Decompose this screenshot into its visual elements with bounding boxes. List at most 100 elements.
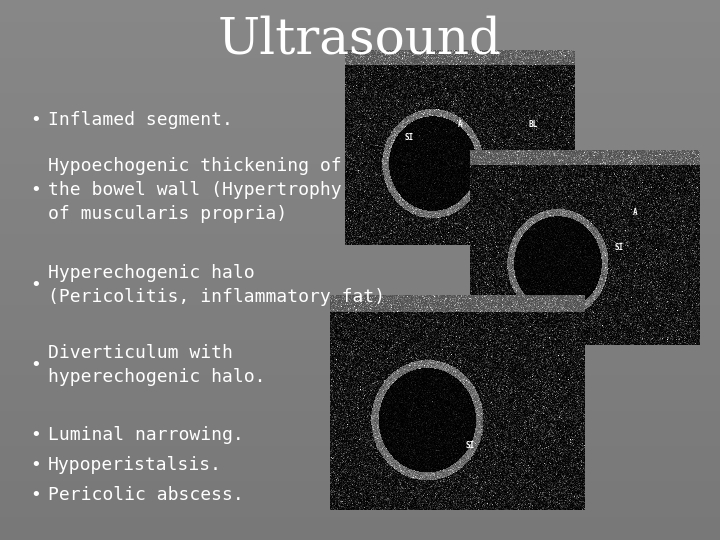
Bar (0, 430, 720, 431)
Bar (0, 509, 720, 510)
Bar (0, 134, 720, 135)
Bar (0, 492, 720, 493)
Bar (0, 153, 720, 154)
Bar (0, 266, 720, 267)
Bar (0, 180, 720, 181)
Bar (0, 497, 720, 498)
Bar (0, 191, 720, 192)
Bar (0, 93, 720, 94)
Bar (0, 42, 720, 43)
Bar (0, 203, 720, 204)
Bar (0, 186, 720, 187)
Bar (0, 406, 720, 407)
Bar (0, 292, 720, 293)
Bar (0, 287, 720, 288)
Bar (0, 466, 720, 467)
Bar (0, 89, 720, 90)
Bar (0, 170, 720, 171)
Bar (0, 486, 720, 487)
Bar (0, 309, 720, 310)
Bar (0, 136, 720, 137)
Bar (0, 53, 720, 54)
Bar (0, 24, 720, 25)
Bar (0, 16, 720, 17)
Bar (0, 494, 720, 495)
Bar (0, 347, 720, 348)
Bar (0, 222, 720, 223)
Bar (0, 229, 720, 230)
Bar (0, 62, 720, 63)
Bar (0, 227, 720, 228)
Bar (0, 491, 720, 492)
Bar (0, 461, 720, 462)
Bar (0, 329, 720, 330)
Bar (0, 171, 720, 172)
Bar (0, 253, 720, 254)
Bar (0, 372, 720, 373)
Bar (0, 440, 720, 441)
Text: Ultrasound: Ultrasound (218, 15, 502, 65)
Bar (0, 156, 720, 157)
Bar (0, 3, 720, 4)
Bar (0, 128, 720, 129)
Bar (0, 165, 720, 166)
Bar (0, 532, 720, 533)
Bar (0, 243, 720, 244)
Bar (0, 80, 720, 81)
Bar (0, 18, 720, 19)
Bar (0, 131, 720, 132)
Bar (0, 272, 720, 273)
Bar (0, 280, 720, 281)
Bar (0, 32, 720, 33)
Bar (0, 450, 720, 451)
Bar (0, 245, 720, 246)
Bar (0, 158, 720, 159)
Bar (0, 221, 720, 222)
Bar (0, 341, 720, 342)
Bar (0, 508, 720, 509)
Bar (0, 288, 720, 289)
Text: Pericolic abscess.: Pericolic abscess. (48, 486, 244, 504)
Bar (0, 449, 720, 450)
Bar (0, 68, 720, 69)
Bar (0, 199, 720, 200)
Bar (0, 33, 720, 34)
Bar (0, 167, 720, 168)
Bar (0, 5, 720, 6)
Bar (0, 226, 720, 227)
Bar (0, 429, 720, 430)
Bar (0, 269, 720, 270)
Bar (0, 55, 720, 56)
Bar (0, 504, 720, 505)
Bar (0, 169, 720, 170)
Bar (0, 208, 720, 209)
Bar (0, 58, 720, 59)
Bar (0, 455, 720, 456)
Bar (0, 219, 720, 220)
Bar (0, 350, 720, 351)
Bar (0, 201, 720, 202)
Bar (0, 155, 720, 156)
Text: Inflamed segment.: Inflamed segment. (48, 111, 233, 129)
Bar (0, 72, 720, 73)
Bar (0, 109, 720, 110)
Bar (0, 195, 720, 196)
Bar (0, 490, 720, 491)
Bar (0, 495, 720, 496)
Bar (0, 343, 720, 344)
Bar (0, 439, 720, 440)
Bar (0, 67, 720, 68)
Bar (0, 209, 720, 210)
Bar (0, 417, 720, 418)
Bar (0, 451, 720, 452)
Bar (0, 392, 720, 393)
Bar (0, 17, 720, 18)
Bar (0, 522, 720, 523)
Bar (0, 231, 720, 232)
Bar (0, 21, 720, 22)
Bar (0, 407, 720, 408)
Bar (0, 300, 720, 301)
Bar (0, 403, 720, 404)
Bar (0, 467, 720, 468)
Bar (0, 436, 720, 437)
